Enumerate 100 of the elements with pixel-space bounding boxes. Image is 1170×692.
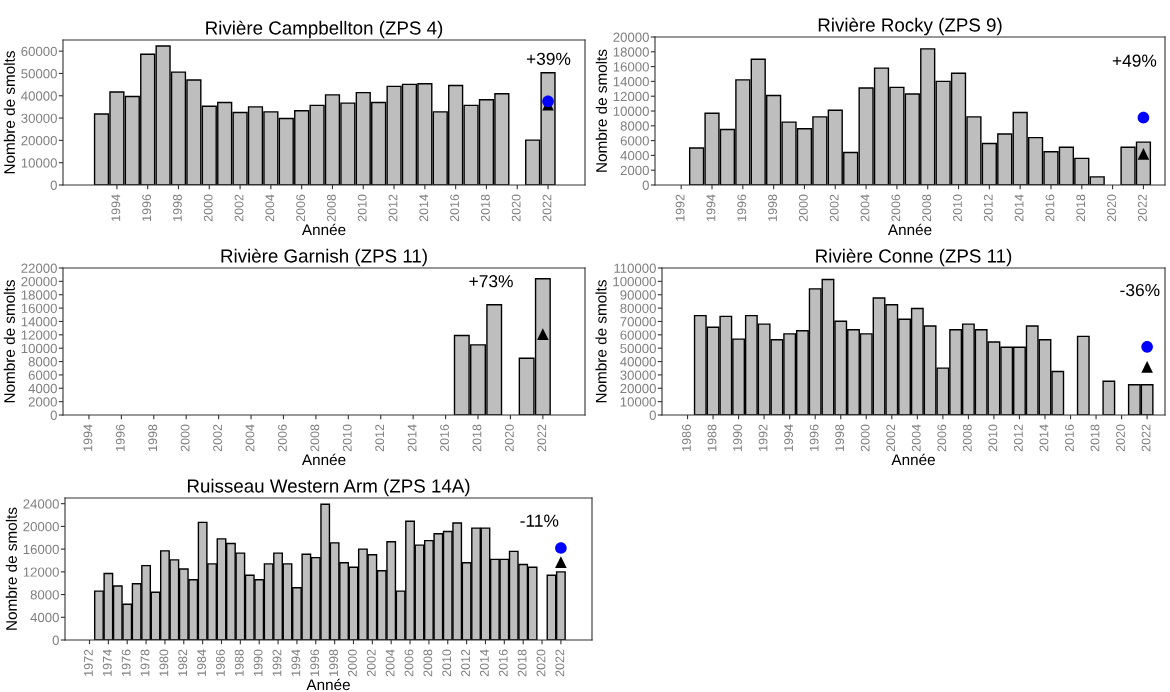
x-tick-label: 2016 [1065,424,1074,452]
y-tick-label: 2000 [620,165,649,176]
y-tick-label: 100000 [613,276,656,287]
x-tick-label: 1988 [707,424,717,451]
annotation: -36% [1120,283,1160,297]
y-tick-label: 10000 [21,343,57,354]
chart-title: Rivière Conne (ZPS 11) [816,248,1012,267]
x-tick-label: 2000 [860,424,870,452]
y-tick-label: 18000 [613,47,649,57]
x-tick-label: 2004 [911,424,921,452]
x-tick-label: 2014 [479,649,489,677]
y-tick-label: 40000 [620,357,656,367]
y-tick-label: 60000 [21,46,57,57]
y-tick-label: 20000 [23,521,59,532]
x-tick-label: 1992 [272,649,282,676]
y-tick-label: 4000 [30,612,59,623]
x-tick-label: 1996 [809,424,819,451]
x-tick-label: 1998 [172,194,182,221]
x-tick-label: 2014 [1039,424,1049,452]
x-tick-label: 1978 [140,649,150,676]
chart-title: Ruisseau Western Arm (ZPS 14A) [187,478,470,497]
x-tick-label: 2000 [347,649,357,677]
x-tick-label: 1994 [83,424,93,451]
y-tick-label: 10000 [613,106,649,116]
x-tick-label: 1976 [121,649,131,676]
x-tick-label: 1998 [768,194,777,221]
bar [1102,380,1116,415]
y-tick-label: 2000 [28,397,57,407]
x-tick-label: 2020 [536,649,546,677]
x-tick-label: 2002 [366,649,376,677]
y-axis-title: Nombre de smolts [3,51,15,174]
x-tick-label: 2004 [265,194,275,222]
x-tick-label: 2002 [886,424,896,452]
y-tick-label: 0 [50,180,57,190]
x-tick-label: 1990 [733,424,742,451]
x-tick-label: 2012 [1013,424,1023,452]
y-axis-title: Nombre de smolts [595,49,607,172]
x-tick-label: 1994 [784,424,794,451]
x-tick-label: 2018 [472,424,482,452]
x-tick-label: 1972 [84,649,93,676]
x-tick-label: 2008 [962,424,972,452]
y-tick-label: 14000 [21,317,57,327]
x-tick-label: 1998 [148,424,158,451]
x-tick-label: 2020 [1107,194,1116,222]
x-tick-label: 1988 [234,649,244,676]
x-tick-label: 2018 [480,194,490,222]
y-tick-label: 20000 [21,276,57,287]
x-tick-label: 1974 [102,649,112,676]
y-tick-label: 12000 [21,330,57,340]
x-tick-label: 1996 [310,649,320,676]
y-tick-label: 18000 [21,290,57,300]
y-tick-label: 0 [642,180,649,190]
y-tick-label: 12000 [23,567,59,577]
x-tick-label: 1998 [835,424,845,451]
x-tick-label: 2016 [1045,194,1055,222]
x-tick-label: 1980 [159,649,169,676]
x-tick-label: 2016 [498,649,508,677]
y-tick-label: 0 [649,410,656,420]
x-tick-label: 2008 [922,194,932,222]
y-tick-label: 22000 [21,263,57,273]
y-tick-label: 8000 [620,121,649,131]
annotation: +49% [1112,54,1157,67]
y-tick-label: 90000 [620,290,656,300]
y-tick-label: 70000 [620,317,656,327]
x-tick-label: 2012 [461,649,470,677]
x-tick-label: 2014 [419,194,429,222]
y-tick-label: 4000 [620,150,649,161]
y-tick-label: 0 [52,635,59,645]
x-tick-label: 2022 [1137,194,1147,222]
x-tick-label: 1992 [758,424,768,451]
y-tick-label: 80000 [620,303,656,313]
y-tick-label: 8000 [30,590,59,600]
y-tick-label: 110000 [614,263,656,273]
y-axis-title: Nombre de smolts [595,280,607,403]
y-tick-label: 14000 [613,76,649,87]
x-tick-label: 1996 [142,194,152,221]
annotation: +39% [526,52,571,65]
x-tick-label: 2014 [407,424,417,452]
annotation: -11% [520,514,559,527]
x-tick-label: 2008 [310,424,320,452]
y-tick-label: 4000 [28,383,57,394]
x-tick-label: 2002 [234,194,244,222]
x-tick-label: 2006 [891,194,901,222]
y-tick-label: 16000 [21,303,57,313]
y-tick-label: 20000 [620,383,656,394]
x-tick-label: 2022 [537,424,547,452]
x-tick-label: 2002 [213,424,222,452]
x-tick-label: 2008 [326,194,336,222]
y-tick-label: 60000 [620,330,656,340]
x-tick-label: 2006 [296,194,306,222]
y-tick-label: 30000 [21,113,57,123]
x-tick-label: 2010 [953,194,962,222]
y-tick-label: 16000 [613,62,649,72]
x-tick-label: 2000 [180,424,190,452]
x-tick-label: 2006 [404,649,414,677]
x-tick-label: 1986 [682,424,691,451]
annotation: +73% [469,275,513,288]
y-tick-label: 12000 [613,91,649,102]
y-tick-label: 16000 [23,544,59,555]
x-tick-label: 2004 [385,649,395,677]
